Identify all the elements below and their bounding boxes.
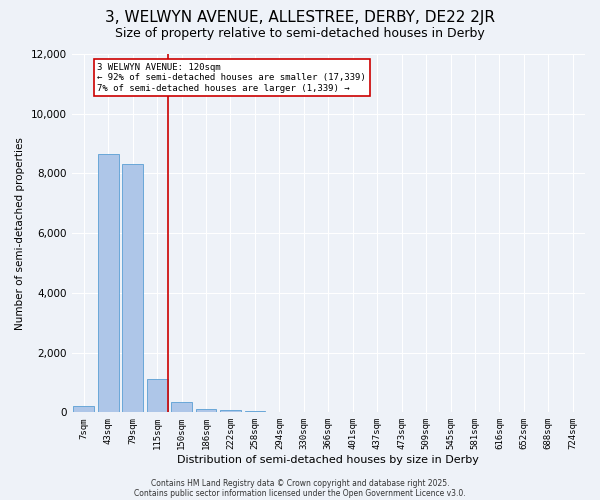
Text: Contains public sector information licensed under the Open Government Licence v3: Contains public sector information licen… (134, 488, 466, 498)
Bar (196, 409, 217, 412)
Y-axis label: Number of semi-detached properties: Number of semi-detached properties (15, 136, 25, 330)
Bar (220, 410, 241, 412)
Bar (147, 380, 167, 412)
Text: 3 WELWYN AVENUE: 120sqm
← 92% of semi-detached houses are smaller (17,339)
7% of: 3 WELWYN AVENUE: 120sqm ← 92% of semi-de… (97, 63, 366, 93)
Bar (171, 402, 192, 412)
Bar (98, 154, 119, 412)
Bar (122, 164, 143, 412)
Text: Contains HM Land Registry data © Crown copyright and database right 2025.: Contains HM Land Registry data © Crown c… (151, 478, 449, 488)
Bar (73, 406, 94, 412)
Text: Size of property relative to semi-detached houses in Derby: Size of property relative to semi-detach… (115, 28, 485, 40)
Text: 3, WELWYN AVENUE, ALLESTREE, DERBY, DE22 2JR: 3, WELWYN AVENUE, ALLESTREE, DERBY, DE22… (105, 10, 495, 25)
X-axis label: Distribution of semi-detached houses by size in Derby: Distribution of semi-detached houses by … (178, 455, 479, 465)
